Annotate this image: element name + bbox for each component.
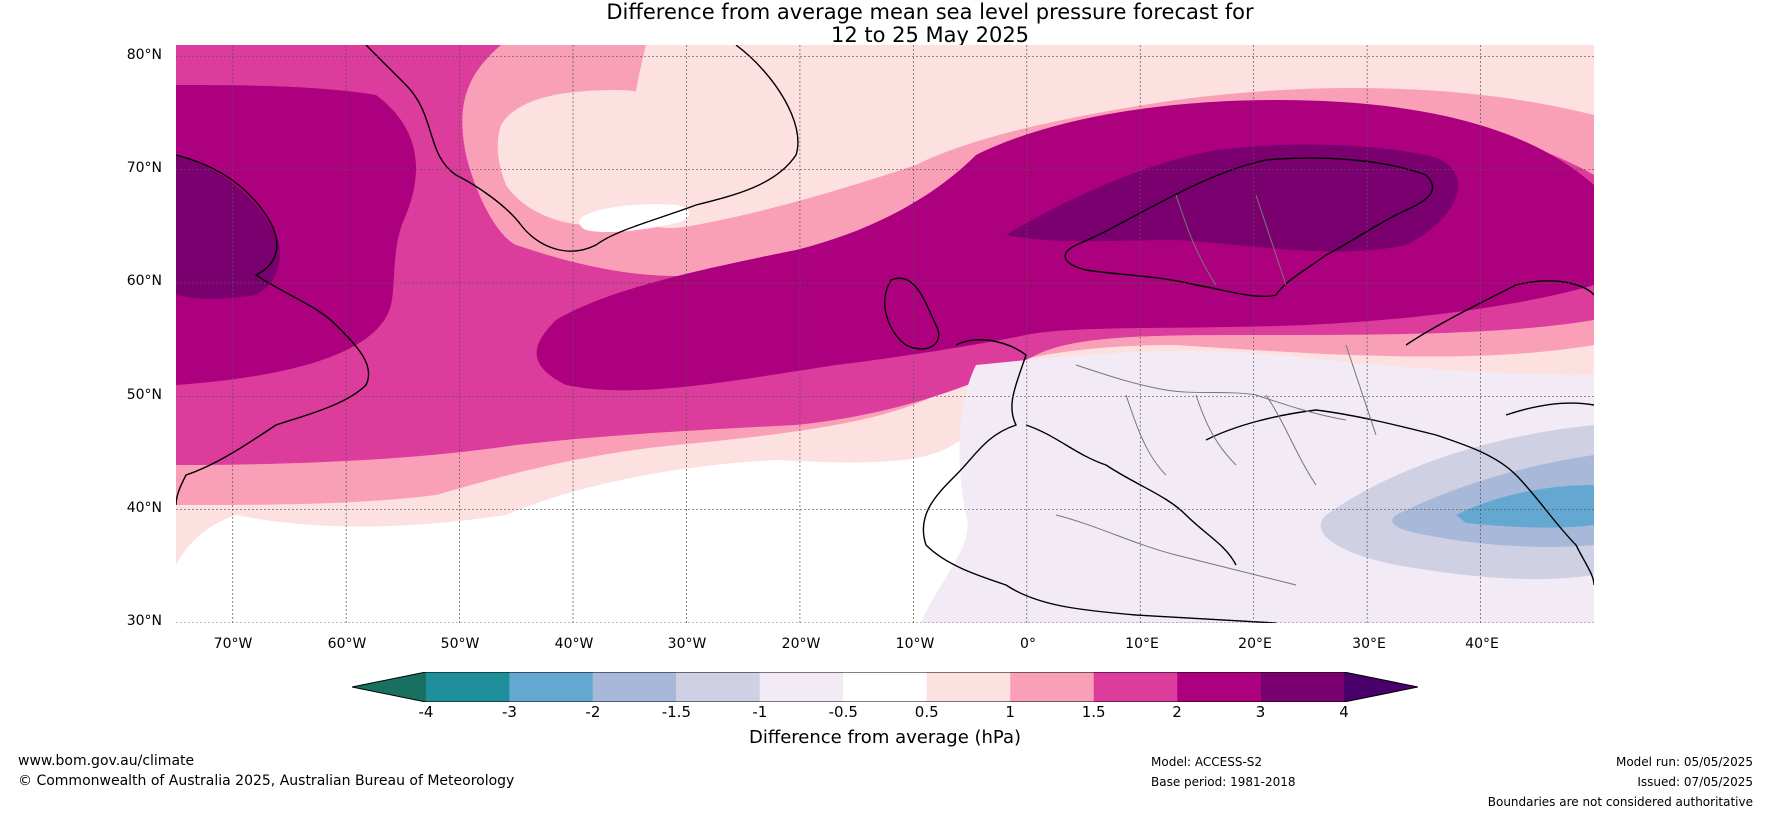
lon-label-0: 0° bbox=[1020, 636, 1036, 652]
lat-label-50n: 50°N bbox=[126, 387, 162, 403]
colorbar-swatch bbox=[926, 672, 1011, 702]
colorbar bbox=[351, 671, 1419, 703]
colorbar-swatch bbox=[843, 672, 927, 702]
lat-label-70n: 70°N bbox=[126, 160, 162, 176]
colorbar-swatch bbox=[426, 672, 510, 702]
map-title-line-2: 12 to 25 May 2025 bbox=[830, 23, 1030, 47]
colorbar-extend-high bbox=[1344, 672, 1418, 702]
copyright-text: © Commonwealth of Australia 2025, Austra… bbox=[18, 773, 515, 789]
colorbar-swatch bbox=[1260, 672, 1344, 702]
base-period-text: Base period: 1981-2018 bbox=[1151, 775, 1296, 789]
lon-label-10e: 10°E bbox=[1125, 636, 1159, 652]
colorbar-swatch bbox=[676, 672, 760, 702]
colorbar-swatch bbox=[592, 672, 677, 702]
anomaly-band-2-3 bbox=[176, 85, 416, 385]
lon-label-30w: 30°W bbox=[667, 636, 707, 652]
website-text: www.bom.gov.au/climate bbox=[18, 753, 195, 769]
coastlines bbox=[176, 45, 1594, 623]
map-title-line-1: Difference from average mean sea level p… bbox=[606, 0, 1254, 24]
colorbar-tick-label: -0.5 bbox=[828, 703, 858, 721]
pressure-anomaly-map bbox=[176, 45, 1594, 623]
colorbar-swatch bbox=[1177, 672, 1261, 702]
colorbar-tick-label: 2 bbox=[1172, 703, 1182, 721]
colorbar-swatch bbox=[759, 672, 844, 702]
colorbar-swatch bbox=[1093, 672, 1178, 702]
lat-label-40n: 40°N bbox=[126, 500, 162, 516]
colorbar-extend-low bbox=[352, 672, 426, 702]
colorbar-tick-label: -1.5 bbox=[661, 703, 691, 721]
lon-label-60w: 60°W bbox=[327, 636, 367, 652]
colorbar-tick-label: 0.5 bbox=[914, 703, 939, 721]
colorbar-swatch bbox=[1010, 672, 1094, 702]
anomaly-band-neg-2 bbox=[1456, 485, 1594, 528]
colorbar-title: Difference from average (hPa) bbox=[748, 727, 1022, 748]
anomaly-band-neutral-patch bbox=[579, 204, 690, 233]
model-run-text: Model run: 05/05/2025 bbox=[1615, 755, 1753, 769]
lon-label-20w: 20°W bbox=[781, 636, 821, 652]
colorbar-swatch bbox=[509, 672, 593, 702]
colorbar-tick-label: -1 bbox=[752, 703, 768, 721]
lat-label-30n: 30°N bbox=[126, 613, 162, 629]
colorbar-tick-label: -3 bbox=[501, 703, 517, 721]
model-text: Model: ACCESS-S2 bbox=[1151, 755, 1263, 769]
lon-label-20e: 20°E bbox=[1238, 636, 1272, 652]
lat-label-80n: 80°N bbox=[126, 47, 162, 63]
colorbar-tick-label: 4 bbox=[1339, 703, 1349, 721]
lon-label-30e: 30°E bbox=[1352, 636, 1386, 652]
colorbar-tick-label: -4 bbox=[418, 703, 434, 721]
lon-label-50w: 50°W bbox=[440, 636, 480, 652]
disclaimer-text: Boundaries are not considered authoritat… bbox=[1487, 795, 1753, 809]
lon-label-10w: 10°W bbox=[895, 636, 935, 652]
lon-label-40e: 40°E bbox=[1465, 636, 1499, 652]
anomaly-band-3-4-greenland bbox=[176, 155, 280, 299]
country-borders bbox=[1055, 194, 1377, 586]
colorbar-tick-label: 1 bbox=[1005, 703, 1015, 721]
lon-label-40w: 40°W bbox=[554, 636, 594, 652]
colorbar-tick-label: -2 bbox=[585, 703, 601, 721]
colorbar-tick-label: 1.5 bbox=[1081, 703, 1106, 721]
issued-text: Issued: 07/05/2025 bbox=[1637, 775, 1753, 789]
lon-label-70w: 70°W bbox=[213, 636, 253, 652]
lat-label-60n: 60°N bbox=[126, 273, 162, 289]
colorbar-tick-label: 3 bbox=[1255, 703, 1266, 721]
anomaly-band-0.5-1-patch bbox=[497, 90, 676, 226]
gridlines bbox=[176, 45, 1594, 623]
